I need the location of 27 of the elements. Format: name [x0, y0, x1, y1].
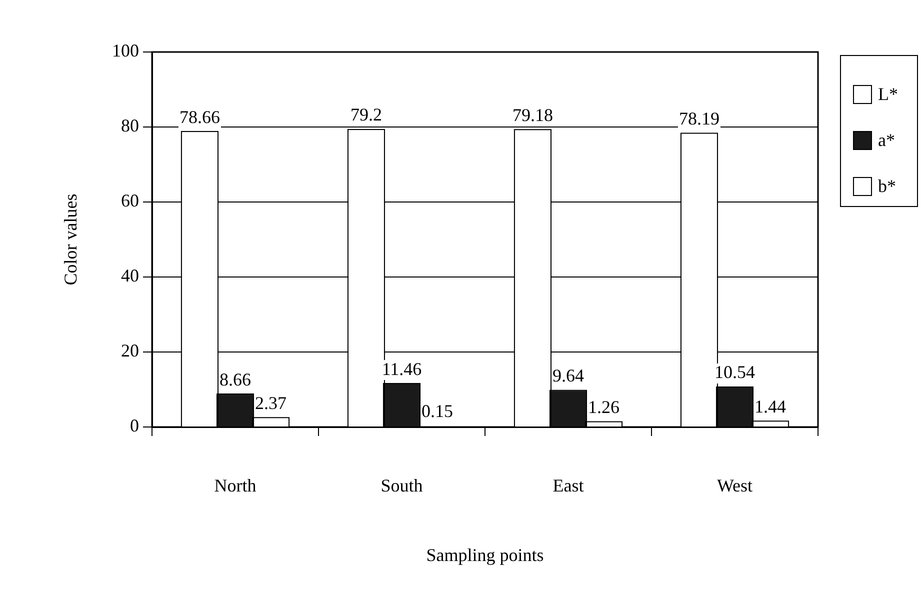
data-label: 78.66: [179, 106, 220, 127]
y-tick-label: 40: [121, 266, 139, 286]
x-tick-label: North: [214, 476, 256, 496]
data-label: 9.64: [552, 366, 584, 386]
legend-label: a*: [878, 130, 895, 150]
data-label: 11.46: [382, 358, 422, 379]
y-axis-title: Color values: [60, 194, 81, 286]
data-label: 79.2: [350, 104, 382, 125]
y-tick-label: 0: [130, 416, 139, 436]
x-tick-label: East: [552, 476, 584, 496]
data-label: 79.18: [512, 104, 553, 125]
data-label: 10.54: [714, 362, 755, 382]
y-tick-label: 20: [121, 340, 139, 361]
x-tick-label: South: [380, 476, 423, 496]
text: L*: [878, 84, 898, 104]
data-label: 8.66: [220, 369, 251, 390]
data-label: 0.15: [422, 401, 454, 422]
y-tick-label: 60: [121, 190, 139, 211]
data-label: 2.37: [255, 392, 287, 413]
data-label: 1.26: [588, 397, 620, 418]
data-label: 78.19: [678, 108, 720, 129]
data-label: 1.44: [754, 396, 786, 416]
y-tick-label: 80: [121, 116, 139, 136]
y-tick-label: 100: [112, 40, 139, 61]
x-axis-title: Sampling points: [426, 544, 544, 565]
text: b*: [878, 176, 896, 196]
x-tick-label: West: [716, 476, 753, 496]
